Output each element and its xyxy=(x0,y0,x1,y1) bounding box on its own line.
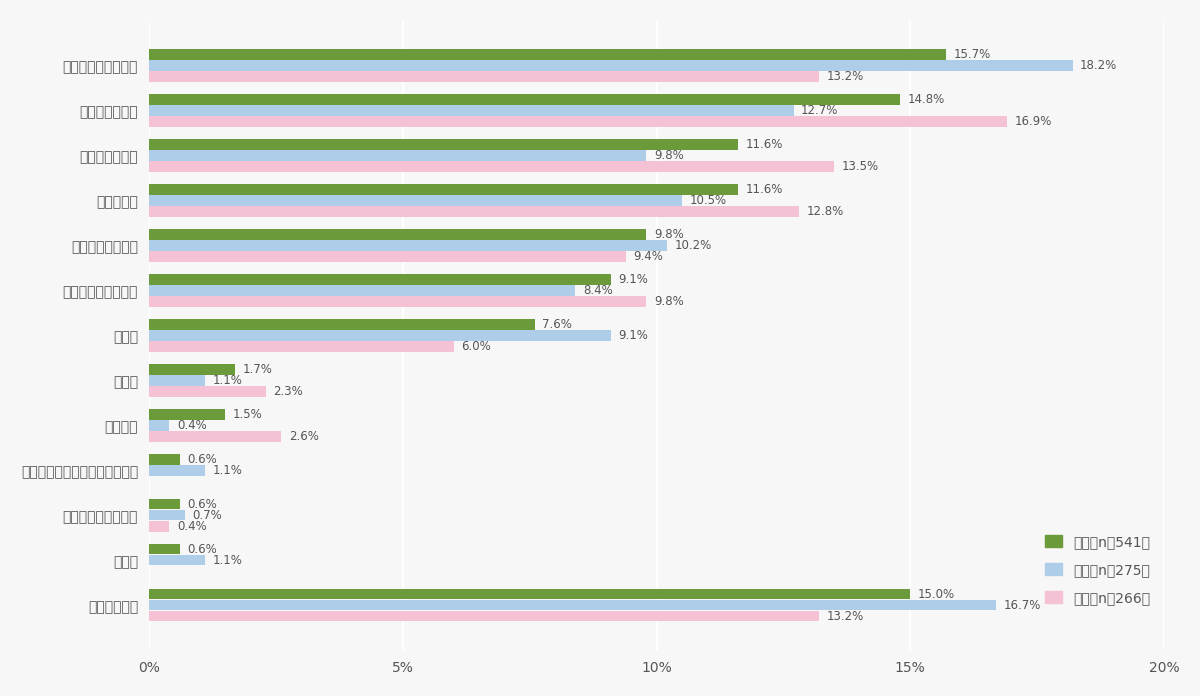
Bar xyxy=(149,105,793,116)
Text: 0.4%: 0.4% xyxy=(178,520,206,533)
Bar xyxy=(149,319,535,330)
Bar xyxy=(149,116,1007,127)
Text: 16.7%: 16.7% xyxy=(1004,599,1042,612)
Text: 12.8%: 12.8% xyxy=(806,205,844,218)
Bar xyxy=(149,61,1073,71)
Text: 9.4%: 9.4% xyxy=(634,250,664,263)
Text: 6.0%: 6.0% xyxy=(461,340,491,353)
Text: 16.9%: 16.9% xyxy=(1014,115,1051,128)
Text: 10.2%: 10.2% xyxy=(674,239,712,252)
Text: 0.6%: 0.6% xyxy=(187,498,217,511)
Text: 1.7%: 1.7% xyxy=(244,363,272,376)
Text: 2.3%: 2.3% xyxy=(274,385,304,398)
Bar xyxy=(149,341,454,351)
Bar xyxy=(149,465,205,475)
Bar xyxy=(149,521,169,532)
Text: 0.6%: 0.6% xyxy=(187,543,217,556)
Bar xyxy=(149,409,226,420)
Text: 9.8%: 9.8% xyxy=(654,228,684,241)
Bar xyxy=(149,454,180,464)
Text: 9.1%: 9.1% xyxy=(618,273,648,286)
Bar xyxy=(149,49,946,60)
Bar xyxy=(149,364,235,374)
Bar xyxy=(149,375,205,386)
Bar xyxy=(149,285,575,296)
Text: 11.6%: 11.6% xyxy=(745,138,782,151)
Text: 2.6%: 2.6% xyxy=(289,430,318,443)
Bar xyxy=(149,150,647,161)
Bar xyxy=(149,95,900,104)
Bar xyxy=(149,555,205,565)
Bar xyxy=(149,139,738,150)
Text: 15.7%: 15.7% xyxy=(953,48,990,61)
Text: 0.4%: 0.4% xyxy=(178,419,206,432)
Text: 12.7%: 12.7% xyxy=(802,104,839,117)
Text: 9.8%: 9.8% xyxy=(654,295,684,308)
Text: 14.8%: 14.8% xyxy=(907,93,944,106)
Text: 13.5%: 13.5% xyxy=(841,160,878,173)
Text: 13.2%: 13.2% xyxy=(827,70,864,83)
Bar xyxy=(149,240,667,251)
Bar xyxy=(149,207,798,216)
Bar xyxy=(149,600,996,610)
Text: 13.2%: 13.2% xyxy=(827,610,864,623)
Bar xyxy=(149,544,180,555)
Text: 7.6%: 7.6% xyxy=(542,318,572,331)
Bar xyxy=(149,296,647,307)
Text: 11.6%: 11.6% xyxy=(745,183,782,196)
Text: 1.1%: 1.1% xyxy=(212,464,242,477)
Bar xyxy=(149,72,818,82)
Text: 9.1%: 9.1% xyxy=(618,329,648,342)
Text: 1.1%: 1.1% xyxy=(212,554,242,567)
Text: 1.5%: 1.5% xyxy=(233,408,263,421)
Text: 8.4%: 8.4% xyxy=(583,284,613,297)
Text: 0.7%: 0.7% xyxy=(192,509,222,522)
Bar xyxy=(149,499,180,509)
Text: 1.1%: 1.1% xyxy=(212,374,242,387)
Bar xyxy=(149,432,281,441)
Text: 9.8%: 9.8% xyxy=(654,149,684,162)
Bar xyxy=(149,184,738,195)
Legend: 全体（n＝541）, 男性（n＝275）, 女性（n＝266）: 全体（n＝541）, 男性（n＝275）, 女性（n＝266） xyxy=(1038,528,1157,612)
Text: 10.5%: 10.5% xyxy=(690,194,727,207)
Text: 18.2%: 18.2% xyxy=(1080,59,1117,72)
Bar xyxy=(149,251,626,262)
Text: 0.6%: 0.6% xyxy=(187,453,217,466)
Bar xyxy=(149,274,611,285)
Bar xyxy=(149,161,834,172)
Bar xyxy=(149,589,910,599)
Bar xyxy=(149,196,682,206)
Text: 15.0%: 15.0% xyxy=(918,587,955,601)
Bar xyxy=(149,331,611,340)
Bar xyxy=(149,420,169,431)
Bar xyxy=(149,386,266,397)
Bar xyxy=(149,229,647,239)
Bar xyxy=(149,510,185,521)
Bar xyxy=(149,611,818,622)
